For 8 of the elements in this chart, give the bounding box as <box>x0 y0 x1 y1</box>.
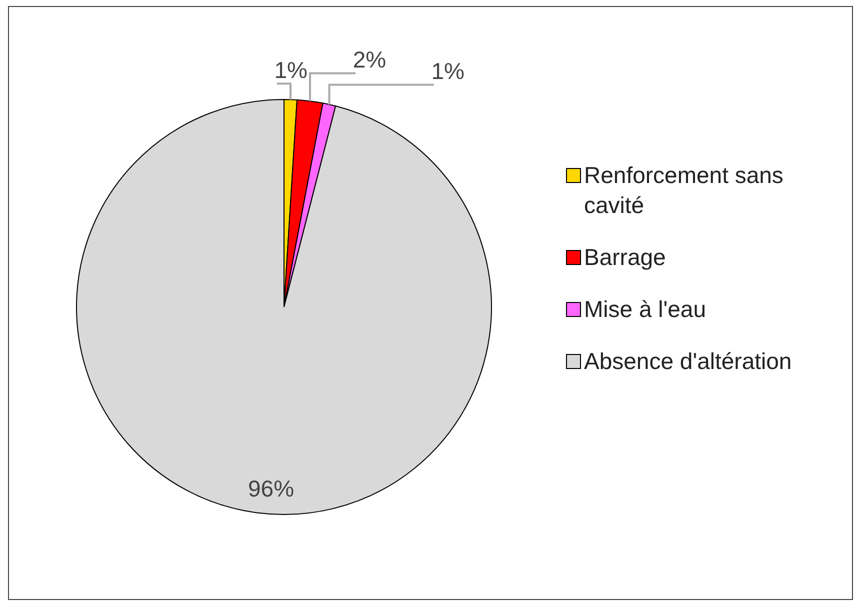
data-label: 1% <box>431 58 465 84</box>
legend-label: Absence d'altération <box>584 347 792 376</box>
legend-label: Mise à l'eau <box>584 295 706 324</box>
data-label: 1% <box>274 56 308 83</box>
data-label: 2% <box>352 46 386 73</box>
legend-label: Barrage <box>584 243 666 272</box>
data-label: 96% <box>248 475 294 502</box>
legend-label: Renforcement sans cavité <box>584 161 784 220</box>
